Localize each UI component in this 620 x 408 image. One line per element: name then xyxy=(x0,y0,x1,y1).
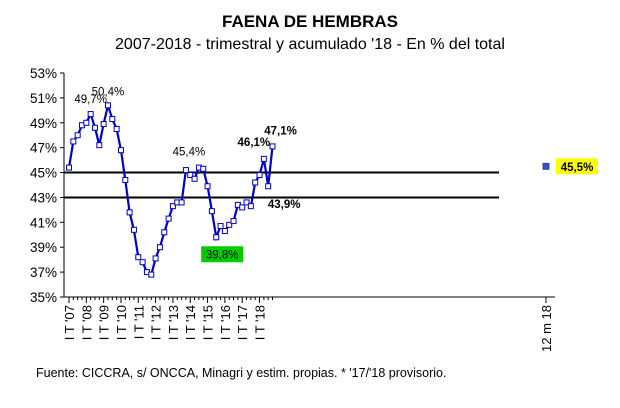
data-point xyxy=(66,164,72,171)
accumulated-label: 45,5% xyxy=(561,162,594,174)
data-point xyxy=(269,143,276,150)
data-point xyxy=(165,215,172,222)
data-point xyxy=(247,203,254,210)
data-point xyxy=(178,199,185,206)
data-label: 46,1% xyxy=(238,137,271,149)
data-point xyxy=(152,255,159,262)
y-tick-label: 51% xyxy=(30,91,57,106)
y-tick-label: 39% xyxy=(30,240,57,255)
accumulated-label-bg xyxy=(556,158,598,175)
data-point xyxy=(104,102,111,109)
data-point xyxy=(70,138,77,145)
data-point xyxy=(87,111,94,118)
data-point xyxy=(113,126,120,132)
data-point xyxy=(96,142,103,149)
x-tick-label: I T '11 xyxy=(131,305,146,339)
data-point xyxy=(169,203,176,210)
data-label: 47,1% xyxy=(264,125,297,137)
source-note: Fuente: CICCRA, s/ ONCCA, Minagri y esti… xyxy=(36,366,447,380)
data-point xyxy=(148,271,155,278)
data-label: 50,4% xyxy=(92,86,125,98)
data-point xyxy=(130,226,137,233)
data-point xyxy=(161,229,168,236)
y-tick-label: 41% xyxy=(30,215,57,230)
x-tick-label: I T '13 xyxy=(166,305,181,340)
data-point xyxy=(109,116,116,123)
y-tick-label: 35% xyxy=(30,290,57,305)
data-point xyxy=(217,223,224,230)
x-tick-label: I T '17 xyxy=(235,305,250,340)
x-tick-label: 12 m 18 xyxy=(539,305,554,352)
data-point xyxy=(139,259,146,266)
y-tick-label: 37% xyxy=(30,265,57,280)
x-tick-label: I T '07 xyxy=(62,305,77,340)
x-tick-label: I T '09 xyxy=(97,305,112,340)
data-point xyxy=(260,155,267,162)
data-label: 39,8% xyxy=(206,249,239,261)
data-point xyxy=(182,167,189,174)
y-tick-label: 43% xyxy=(30,190,57,205)
data-point xyxy=(135,254,142,261)
data-point xyxy=(226,221,233,228)
data-point xyxy=(100,121,107,128)
data-point xyxy=(156,244,163,251)
data-point xyxy=(83,119,90,126)
accumulated-point xyxy=(542,162,550,170)
data-point xyxy=(252,179,259,186)
data-point xyxy=(239,204,246,211)
y-tick-label: 49% xyxy=(30,116,57,131)
data-point xyxy=(117,147,124,154)
data-point xyxy=(243,199,250,206)
data-point xyxy=(126,209,133,216)
x-tick-label: I T '10 xyxy=(114,305,129,340)
data-point xyxy=(221,228,228,235)
chart-subtitle: 2007-2018 - trimestral y acumulado '18 -… xyxy=(115,36,505,53)
data-point xyxy=(74,132,81,139)
data-label: 45,4% xyxy=(173,147,206,159)
data-point xyxy=(91,124,98,131)
data-point xyxy=(265,183,272,190)
low-label-bg xyxy=(201,246,244,263)
data-point xyxy=(200,165,207,172)
data-point xyxy=(208,208,215,215)
y-tick-label: 47% xyxy=(30,141,57,156)
x-tick-label: I T '08 xyxy=(79,305,94,340)
data-point xyxy=(187,172,194,179)
x-tick-label: I T '14 xyxy=(183,305,198,340)
data-label: 43,9% xyxy=(268,199,301,211)
chart-title: FAENA DE HEMBRAS xyxy=(222,12,398,31)
data-point xyxy=(213,234,220,241)
y-tick-label: 53% xyxy=(30,66,57,81)
data-label: 49,7% xyxy=(74,94,107,106)
x-tick-label: I T '15 xyxy=(201,305,216,340)
data-point xyxy=(230,218,237,225)
data-point xyxy=(191,175,198,182)
data-point xyxy=(256,172,263,179)
x-tick-label: I T '12 xyxy=(149,305,164,340)
x-tick-label: I T '16 xyxy=(218,305,233,340)
data-point xyxy=(204,183,211,190)
data-point xyxy=(122,177,129,184)
y-tick-label: 45% xyxy=(30,166,57,181)
x-tick-label: I T '18 xyxy=(253,305,268,340)
